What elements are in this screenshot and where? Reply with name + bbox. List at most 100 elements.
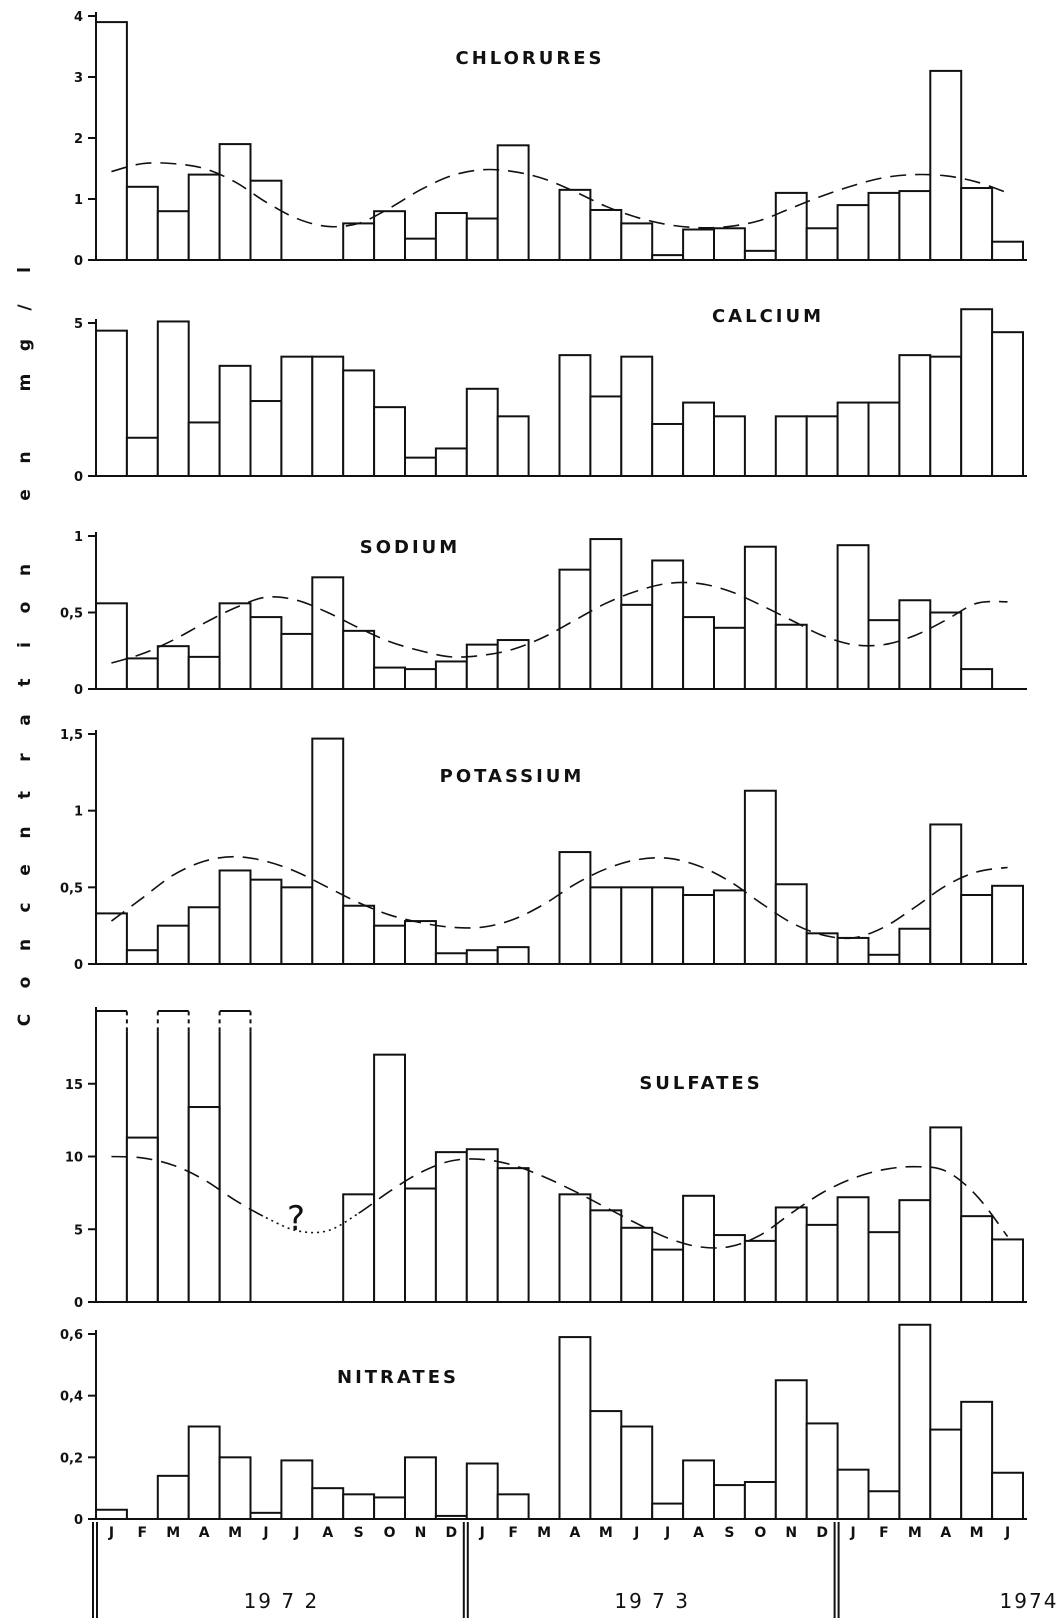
bar: [187, 1425, 221, 1520]
bar: [373, 210, 407, 261]
y-tick-label: 4: [74, 10, 83, 25]
bar: [156, 320, 190, 477]
panel-potassium: 0 0,5 1 1,5 POTASSIUM: [60, 728, 1027, 973]
bar: [373, 666, 407, 691]
y-label-char: o: [15, 602, 35, 614]
y-tick-label: 1: [74, 530, 83, 545]
panel-sulfates: 0 5 10 15 SULFATES: [65, 1007, 1027, 1311]
trend-curve: [111, 1155, 267, 1219]
year-label: 19 7 2: [244, 1589, 320, 1613]
bar: [558, 188, 592, 262]
bar: [434, 1151, 468, 1304]
bar: [95, 21, 128, 261]
bar: [960, 894, 994, 965]
month-label: F: [879, 1525, 889, 1541]
bar: [465, 387, 499, 478]
bar: [465, 1148, 499, 1303]
bar: [311, 355, 345, 477]
bar: [836, 544, 870, 690]
y-label-char: m: [15, 374, 35, 392]
bar: [805, 415, 839, 477]
bar: [929, 1428, 963, 1521]
y-label-char: g: [15, 339, 35, 351]
bar: [404, 920, 437, 965]
y-tick-label: 0: [74, 470, 83, 485]
bar: [465, 643, 499, 691]
y-label-char: t: [15, 678, 35, 686]
month-label: O: [754, 1525, 766, 1541]
bar: [496, 639, 530, 690]
bar: [991, 1238, 1024, 1304]
bar: [960, 308, 994, 478]
bar: [743, 1239, 777, 1304]
y-label-char: C: [15, 1014, 35, 1026]
month-label: J: [633, 1525, 639, 1541]
month-label: A: [570, 1525, 581, 1541]
bar: [991, 1471, 1024, 1520]
month-label: F: [508, 1525, 518, 1541]
bar: [743, 249, 777, 262]
bar: [651, 422, 685, 478]
bar: [651, 254, 685, 261]
y-tick-label: 0: [74, 1513, 83, 1528]
trend-curve-uncertain: [265, 1212, 360, 1234]
month-label: J: [479, 1525, 485, 1541]
bar: [898, 1323, 932, 1520]
bar: [682, 894, 715, 965]
bar: [373, 1053, 407, 1304]
bar: [867, 619, 901, 691]
bar: [558, 354, 592, 478]
bar: [311, 576, 345, 690]
y-tick-label: 0: [74, 958, 83, 973]
bar: [651, 1248, 685, 1303]
bar: [187, 906, 221, 965]
bar: [589, 886, 623, 965]
y-label-char: r: [15, 753, 35, 762]
bar: [713, 227, 746, 261]
bar: [249, 400, 283, 477]
bar: [249, 878, 283, 966]
bar: [929, 355, 963, 477]
bar: [311, 1487, 345, 1520]
bar: [187, 1106, 221, 1304]
month-label: M: [228, 1525, 242, 1541]
y-tick-label: 3: [74, 71, 83, 86]
bar: [496, 946, 530, 966]
bar: [465, 217, 499, 262]
bar: [280, 1459, 314, 1520]
bar: [342, 222, 376, 261]
bar: [774, 415, 808, 477]
bar: [867, 401, 901, 477]
bar: [620, 603, 654, 690]
y-tick-label: 1,5: [60, 728, 83, 743]
y-tick-label: 0,4: [60, 1390, 83, 1405]
bar: [929, 823, 963, 966]
y-label-char: t: [15, 791, 35, 799]
bar: [404, 668, 437, 690]
panel-chlorures: 0 1 2 3 4 CHLORURES: [74, 10, 1027, 269]
bar: [342, 629, 376, 690]
bar: [156, 1474, 190, 1521]
month-label: D: [816, 1525, 828, 1541]
bar: [373, 924, 407, 966]
month-label: M: [908, 1525, 922, 1541]
month-label: J: [664, 1525, 670, 1541]
bar: [280, 355, 314, 477]
bar: [156, 924, 190, 966]
bar: [620, 355, 654, 477]
bar: [434, 212, 468, 261]
bar: [311, 737, 345, 965]
bar: [404, 1456, 437, 1521]
bar: [125, 436, 159, 477]
bar: [558, 851, 592, 965]
y-label-char: /: [15, 304, 35, 311]
bar: [620, 222, 654, 261]
bar: [218, 602, 252, 691]
y-label-char: n: [15, 826, 35, 838]
bar: [434, 952, 468, 965]
bar: [620, 886, 654, 965]
bar: [280, 886, 314, 965]
bar: [743, 1481, 777, 1520]
y-tick-label: 1: [74, 193, 83, 208]
